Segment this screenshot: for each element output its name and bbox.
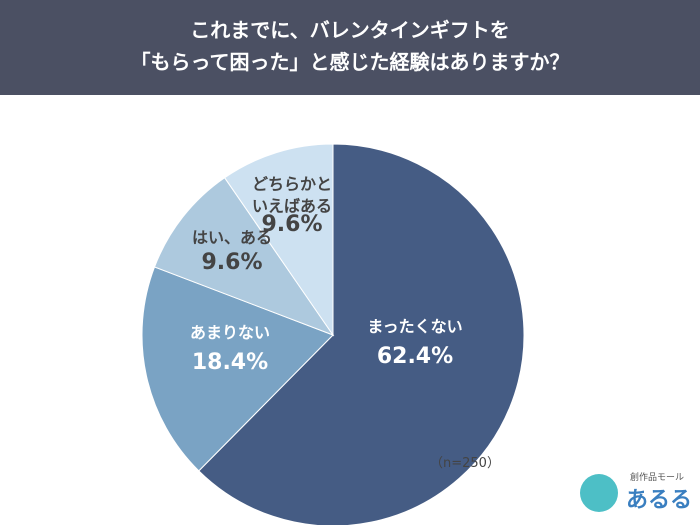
title-line: 「もらって困った」と感じた経験はありますか？ <box>130 50 570 74</box>
annotation: （n=250） <box>430 456 500 471</box>
value-label: 9.6% <box>261 212 323 238</box>
logo-icon <box>580 474 618 512</box>
pie-slice <box>198 143 525 525</box>
slice-label: まったくない <box>367 317 463 337</box>
logo-name: あるる <box>626 488 693 513</box>
value-label: 18.4% <box>191 350 269 376</box>
slice-label: あまりない <box>189 323 271 343</box>
pie-slice <box>223 143 334 337</box>
logo: 創作品モール あるる <box>580 470 695 520</box>
pie-slice <box>153 177 335 337</box>
slice-label: はい、ある <box>191 228 273 248</box>
value-label: 9.6% <box>201 250 263 276</box>
header: これまでに、バレンタインギフトを 「もらって困った」と感じた経験はありますか？ <box>0 0 700 95</box>
pie-slice <box>141 266 334 472</box>
logo-tagline: 創作品モール <box>630 473 685 483</box>
slice-label: どちらかといえばある <box>251 174 332 215</box>
title-line: これまでに、バレンタインギフトを <box>190 18 510 42</box>
value-label: 62.4% <box>376 344 454 370</box>
